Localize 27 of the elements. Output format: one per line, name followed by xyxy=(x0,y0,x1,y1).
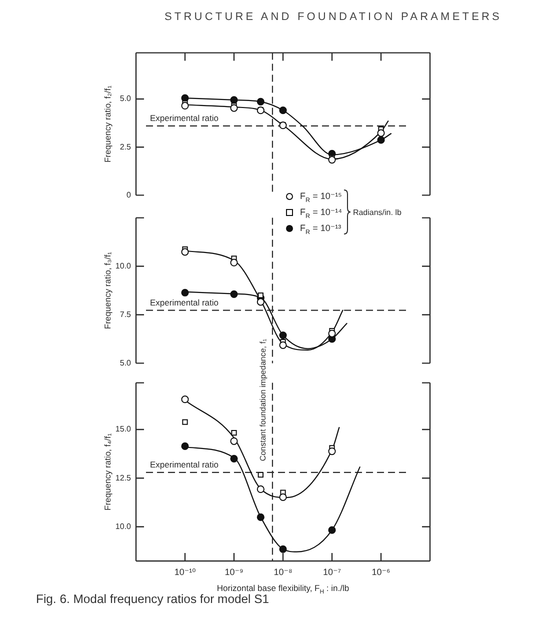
x-tick-label: 10⁻⁶ xyxy=(372,567,391,578)
ref-line-label: Constant foundation impedance, f₁ xyxy=(259,338,269,462)
text: Fig. 6. Modal frequency ratios for model S1 xyxy=(36,592,270,606)
legend-label: F$_{R}$ = 10⁻¹⁴ xyxy=(300,206,342,220)
y-tick-label: 12.5 xyxy=(115,474,132,483)
y-tick-label: 10.0 xyxy=(115,262,132,271)
ref-line-label: Experimental ratio xyxy=(150,460,219,470)
y-axis-title: Frequency ratio, f₂/f₁ xyxy=(102,86,112,163)
y-tick-label: 7.5 xyxy=(120,310,132,320)
ref-line-label: Experimental ratio xyxy=(150,297,219,308)
legend-label: F$_{R}$ = 10⁻¹⁵ xyxy=(300,190,342,204)
y-tick-label: 15.0 xyxy=(115,424,132,434)
y-axis-title: Frequency ratio, f₃/f₁ xyxy=(102,252,112,330)
y-tick-label: 10.0 xyxy=(115,522,132,532)
y-tick-label: 5.0 xyxy=(120,94,132,104)
y-tick-label: 5.0 xyxy=(120,358,132,368)
x-tick-label: 10⁻⁸ xyxy=(274,567,292,578)
legend-label: F$_{R}$ = 10⁻¹³ xyxy=(300,222,342,236)
x-tick-label: 10⁻¹⁰ xyxy=(174,567,196,578)
ref-line-label: Experimental ratio xyxy=(150,113,219,124)
legend-title: Radians/in. lb xyxy=(352,208,402,217)
y-axis-title: Frequency ratio, f₄/f₁ xyxy=(102,433,112,511)
x-tick-label: 10⁻⁷ xyxy=(322,567,342,578)
x-tick-label: 10⁻⁹ xyxy=(224,567,244,578)
text: STRUCTURE AND FOUNDATION PARAMETERS xyxy=(164,11,502,24)
y-tick-label: 0 xyxy=(126,190,132,200)
y-tick-label: 2.5 xyxy=(120,142,132,152)
